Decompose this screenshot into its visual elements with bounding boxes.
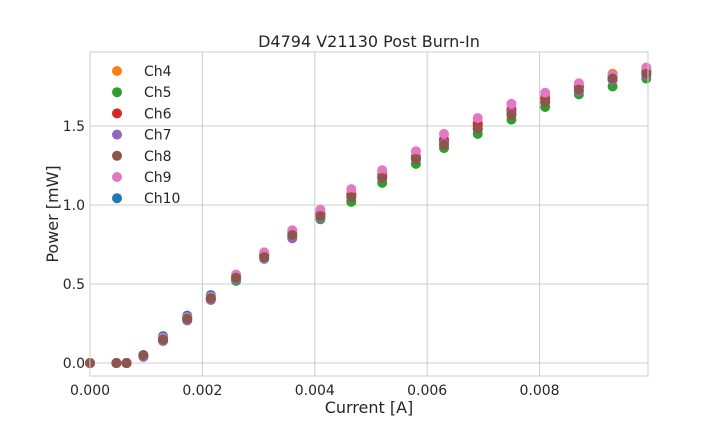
series-ch8 (85, 68, 652, 369)
data-point (410, 154, 421, 165)
x-tick-label: 0.008 (519, 383, 559, 399)
y-tick-label: 0.5 (63, 277, 85, 293)
y-tick-label: 0.0 (63, 356, 85, 372)
legend-label: Ch10 (144, 191, 180, 207)
data-point (410, 146, 421, 157)
data-point (472, 124, 483, 135)
data-point (377, 165, 388, 176)
plot-frame (89, 51, 649, 377)
x-tick-label: 0.006 (407, 383, 447, 399)
chart-title: D4794 V21130 Post Burn-In (258, 32, 480, 51)
data-point (158, 334, 169, 345)
x-tick-label: 0.002 (182, 383, 222, 399)
legend-marker (112, 150, 122, 161)
x-tick-label: 0.004 (295, 383, 335, 399)
y-axis-label: Power [mW] (43, 165, 62, 262)
legend-marker (112, 87, 122, 98)
data-points (85, 62, 652, 369)
data-point (540, 87, 551, 98)
data-point (439, 139, 450, 150)
data-point (641, 68, 652, 79)
data-point (506, 109, 517, 120)
data-point (506, 98, 517, 109)
legend-marker (112, 193, 122, 204)
legend: Ch4 Ch5 Ch6 Ch7 Ch8 Ch9 Ch10 (112, 64, 180, 207)
grid (89, 52, 648, 376)
data-point (287, 230, 298, 241)
data-point (231, 272, 242, 283)
legend-label: Ch9 (144, 170, 172, 186)
data-point (540, 97, 551, 108)
data-point (346, 184, 357, 195)
legend-marker (112, 172, 122, 182)
legend-label: Ch4 (144, 64, 172, 80)
data-point (259, 252, 270, 263)
y-tick-label: 1.0 (63, 198, 85, 214)
legend-label: Ch7 (144, 128, 172, 144)
legend-label: Ch5 (144, 85, 172, 101)
data-point (182, 313, 193, 324)
data-point (315, 211, 326, 222)
y-tick-label: 1.5 (63, 119, 85, 135)
data-point (472, 113, 483, 124)
data-point (346, 192, 357, 203)
legend-label: Ch6 (144, 106, 172, 122)
data-point (377, 173, 388, 184)
data-point (573, 84, 584, 95)
data-point (138, 350, 149, 361)
data-point (607, 73, 618, 84)
legend-marker (112, 66, 122, 76)
legend-marker (112, 108, 122, 119)
data-point (111, 358, 122, 369)
legend-marker (112, 129, 122, 140)
data-point (121, 358, 132, 369)
tick-labels: 0.000 0.002 0.004 0.006 0.008 0.0 0.5 1.0 1.5 (63, 119, 560, 399)
legend-label: Ch8 (144, 149, 172, 165)
data-point (205, 293, 216, 304)
x-tick-label: 0.000 (70, 383, 110, 399)
data-point (439, 128, 450, 139)
x-axis-label: Current [A] (325, 398, 414, 417)
